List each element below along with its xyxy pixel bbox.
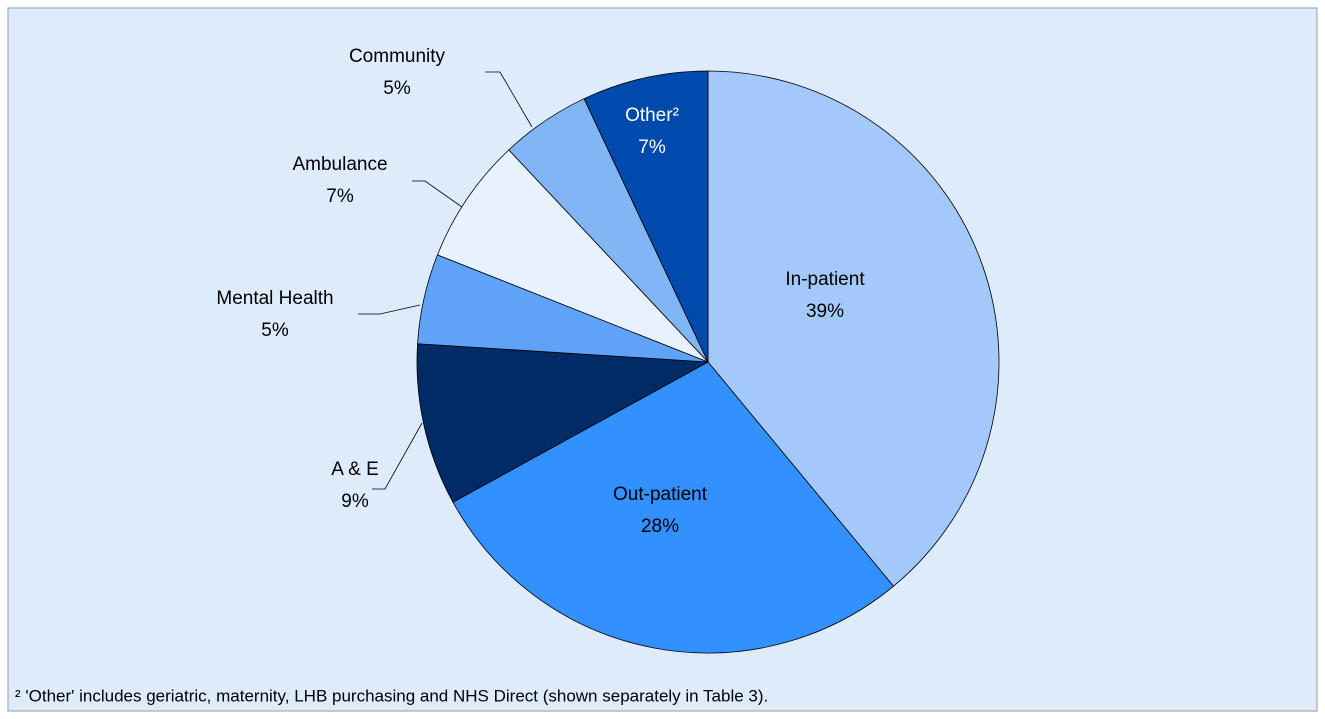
leader-line xyxy=(358,304,421,315)
value-label: 7% xyxy=(326,186,354,207)
slice-label: Ambulance xyxy=(292,154,387,175)
value-label: 5% xyxy=(261,320,289,341)
leader-line xyxy=(485,71,533,128)
value-label: 7% xyxy=(638,137,666,158)
value-label: 39% xyxy=(806,301,844,322)
pie-slice xyxy=(416,343,710,503)
value-label: 5% xyxy=(383,78,411,99)
slice-label: Mental Health xyxy=(216,288,333,309)
footnote: ² 'Other' includes geriatric, maternity,… xyxy=(15,686,768,705)
slice-label: Community xyxy=(349,46,446,67)
leader-line xyxy=(412,180,463,208)
slice-label: Out-patient xyxy=(613,484,708,505)
pie-slice xyxy=(707,70,1000,587)
slice-label: Other² xyxy=(625,105,679,126)
pie-slice xyxy=(452,361,895,654)
slice-label: In-patient xyxy=(785,269,865,290)
pie-slice xyxy=(436,149,709,363)
value-label: 28% xyxy=(641,516,679,537)
slice-label: A & E xyxy=(331,459,379,480)
pie-slice xyxy=(583,70,709,363)
value-label: 9% xyxy=(341,491,369,512)
leader-line xyxy=(372,422,423,490)
